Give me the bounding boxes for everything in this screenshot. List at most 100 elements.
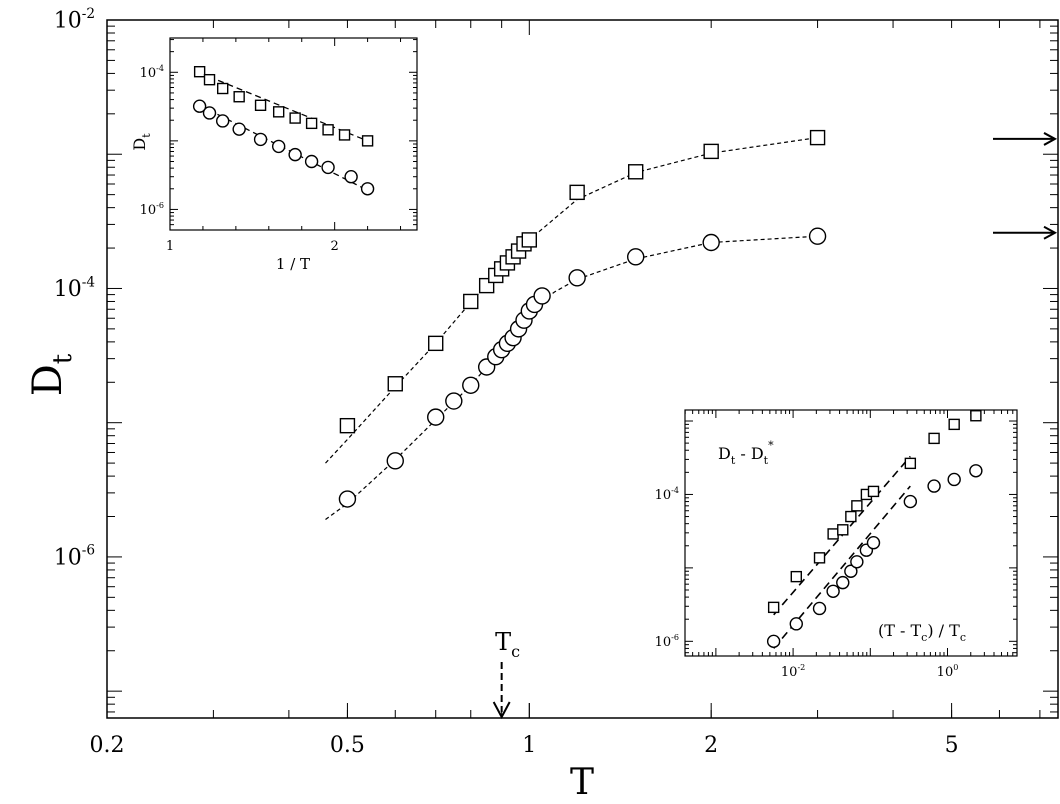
- inset2-y-label-part: *: [768, 439, 774, 452]
- tc-annotation: Tc: [495, 628, 520, 661]
- inset1-y-label-part: t: [140, 133, 153, 138]
- x-tick-label: 0.2: [90, 733, 125, 758]
- x-tick-label: 1: [522, 733, 536, 758]
- limit-arrow-head: [1043, 225, 1058, 240]
- square-point: [387, 376, 403, 392]
- circle-point: [969, 464, 983, 478]
- square-point: [305, 117, 318, 130]
- inset2-x-label-part: c: [960, 631, 966, 644]
- square-point: [521, 232, 538, 248]
- y-tick-label: 10-4: [54, 274, 95, 302]
- y-tick-label: 10-6: [655, 633, 679, 650]
- x-tick-label-part: 2: [704, 733, 718, 758]
- x-tick-label-part: 0.2: [90, 733, 125, 758]
- y-tick-label-part: -4: [671, 486, 679, 495]
- inset2-x-label-part: (T - T: [878, 621, 921, 640]
- circle-point: [360, 182, 375, 196]
- square-point: [767, 601, 780, 614]
- square-point: [233, 91, 245, 103]
- square-point: [203, 73, 216, 86]
- tc-annotation-part: T: [495, 628, 511, 656]
- inset1-y-label: Dt: [130, 133, 153, 151]
- inset2-y-label-part: t: [764, 454, 769, 467]
- circle-point: [321, 160, 335, 175]
- plot-frame: [684, 409, 1018, 657]
- x-axis-label-part: T: [570, 762, 594, 803]
- square-point: [254, 99, 267, 112]
- square-point: [827, 528, 839, 540]
- x-tick-label-part: 0: [953, 663, 958, 672]
- square-point: [361, 135, 374, 147]
- y-axis-label-part: D: [25, 364, 71, 396]
- y-tick-label: 10-4: [655, 486, 679, 503]
- circle-point: [844, 564, 858, 578]
- inset1-y-label-part: D: [130, 138, 149, 151]
- circle-point: [626, 248, 645, 266]
- series-square: [193, 65, 374, 147]
- x-tick-label-part: 1: [522, 733, 536, 758]
- y-tick-label: 10-4: [140, 64, 164, 81]
- circle-point: [808, 227, 827, 245]
- series-circle: [766, 464, 983, 649]
- inset2-y-label: Dt - Dt *: [718, 439, 774, 467]
- circle-point: [812, 601, 827, 616]
- x-tick-label-part: 0.5: [330, 733, 365, 758]
- square-point: [867, 485, 880, 498]
- series-square: [767, 410, 982, 616]
- inset-arrhenius-plot: 1 2 10-6 10-4 1 / T Dt: [130, 37, 418, 273]
- square-point: [339, 417, 356, 434]
- inset1-x-label: 1 / T: [276, 255, 310, 273]
- circle-point: [202, 106, 217, 120]
- y-tick-label: 10-2: [54, 6, 95, 34]
- y-tick-label-part: 10: [54, 9, 82, 34]
- y-tick-label-part: -4: [82, 274, 95, 290]
- square-point: [428, 335, 444, 352]
- x-tick-label: 10-2: [781, 663, 805, 680]
- circle-point: [344, 170, 358, 184]
- inset1-x-label-part: 1 / T: [276, 255, 310, 273]
- x-axis-label: T: [570, 762, 594, 803]
- circle-point: [288, 147, 302, 162]
- square-point: [970, 410, 982, 422]
- circle-point: [445, 392, 463, 410]
- fit-line: [773, 455, 911, 616]
- square-point: [790, 570, 802, 583]
- y-tick-label-part: -6: [82, 543, 95, 559]
- x-tick-label-part: 2: [331, 239, 339, 254]
- square-point: [289, 112, 301, 124]
- square-point: [703, 143, 719, 160]
- tc-arrow-head: [492, 701, 511, 720]
- series-circle: [192, 99, 375, 196]
- circle-point: [568, 269, 586, 287]
- circle-point: [927, 479, 941, 493]
- x-tick-label-part: 5: [945, 733, 959, 758]
- y-tick-label-part: 10: [140, 66, 157, 81]
- square-point: [948, 418, 960, 431]
- inset2-x-label-part: ) / T: [927, 621, 960, 640]
- y-tick-label-part: 10: [54, 277, 82, 302]
- x-tick-label: 100: [937, 663, 959, 680]
- square-point: [928, 432, 940, 445]
- square-point: [569, 184, 585, 201]
- circle-point: [866, 536, 881, 550]
- plot-frame: [169, 37, 418, 231]
- circle-point: [836, 575, 850, 590]
- x-tick-label-part: 10: [781, 665, 798, 680]
- x-tick-label: 2: [704, 733, 718, 758]
- square-point: [851, 500, 863, 512]
- x-tick-label-part: 1: [166, 239, 174, 254]
- series-circle: [325, 227, 827, 520]
- square-point: [837, 524, 849, 536]
- x-tick-label: 5: [945, 733, 959, 758]
- inset2-x-label-part: c: [921, 631, 927, 644]
- y-tick-label-part: -4: [156, 64, 164, 73]
- fit-line: [773, 485, 911, 649]
- x-tick-label: 2: [331, 239, 339, 254]
- square-point: [272, 106, 285, 118]
- y-tick-label: 10-6: [140, 201, 164, 218]
- circle-point: [427, 408, 445, 426]
- circle-point: [947, 472, 961, 487]
